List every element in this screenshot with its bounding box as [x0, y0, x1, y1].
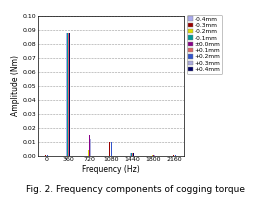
Bar	[69, 33, 70, 156]
Text: Fig. 2. Frequency components of cogging torque: Fig. 2. Frequency components of cogging …	[25, 185, 245, 194]
Bar	[133, 153, 134, 156]
Bar	[45, 155, 46, 156]
Bar	[152, 155, 153, 156]
Bar	[130, 153, 131, 156]
Bar	[68, 33, 69, 156]
Bar	[88, 150, 89, 156]
Bar	[46, 155, 47, 156]
Bar	[174, 155, 175, 156]
Bar	[47, 155, 48, 156]
Bar	[175, 155, 176, 156]
Bar	[89, 135, 90, 156]
X-axis label: Frequency (Hz): Frequency (Hz)	[82, 165, 140, 174]
Legend: -0.4mm, -0.3mm, -0.2mm, -0.1mm, ±0.0mm, +0.1mm, +0.2mm, +0.3mm, +0.4mm: -0.4mm, -0.3mm, -0.2mm, -0.1mm, ±0.0mm, …	[187, 15, 222, 74]
Bar	[110, 113, 111, 156]
Bar	[112, 142, 113, 156]
Bar	[153, 155, 154, 156]
Bar	[131, 153, 132, 156]
Bar	[109, 142, 110, 156]
Bar	[67, 33, 68, 156]
Bar	[66, 33, 67, 156]
Bar	[132, 153, 133, 156]
Bar	[154, 155, 155, 156]
Bar	[87, 145, 88, 156]
Bar	[90, 139, 91, 156]
Bar	[173, 155, 174, 156]
Y-axis label: Amplitude (Nm): Amplitude (Nm)	[11, 55, 20, 116]
Bar	[111, 142, 112, 156]
Bar	[176, 155, 177, 156]
